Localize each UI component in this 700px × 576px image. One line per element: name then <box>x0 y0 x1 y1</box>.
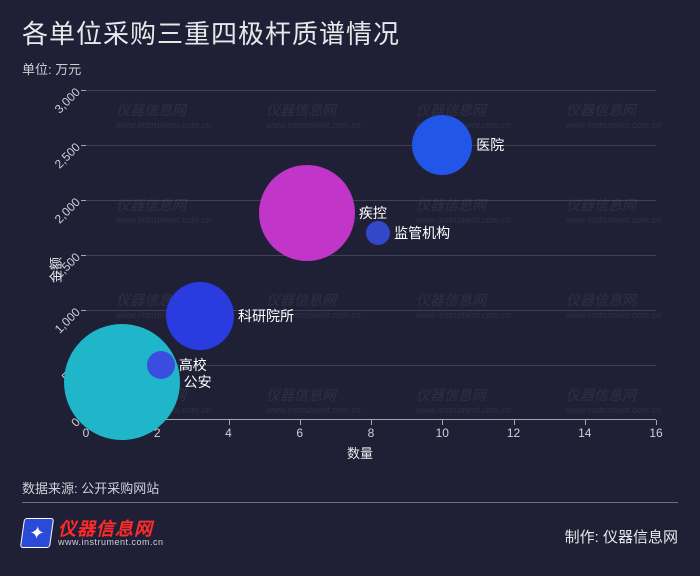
logo-text-cn: 仪器信息网 <box>58 520 164 538</box>
logo-mark-icon: ✦ <box>20 518 54 548</box>
watermark: 仪器信息网www.instrument.com.cn <box>266 100 361 130</box>
x-tick-label: 4 <box>225 426 232 440</box>
y-tick-label: 2,000 <box>52 195 83 226</box>
x-tick <box>656 420 657 425</box>
watermark: 仪器信息网www.instrument.com.cn <box>266 385 361 415</box>
y-tick <box>81 310 86 311</box>
bubble-label: 医院 <box>476 135 504 155</box>
x-tick <box>585 420 586 425</box>
watermark: 仪器信息网www.instrument.com.cn <box>416 290 511 320</box>
watermark: 仪器信息网www.instrument.com.cn <box>566 290 661 320</box>
x-tick-label: 16 <box>649 426 662 440</box>
x-tick <box>442 420 443 425</box>
watermark: 仪器信息网www.instrument.com.cn <box>566 100 661 130</box>
y-tick <box>81 90 86 91</box>
y-tick <box>81 255 86 256</box>
bubble-point <box>147 351 175 379</box>
bubble-point <box>366 221 390 245</box>
bubble-label: 疾控 <box>359 203 387 223</box>
data-source: 数据来源: 公开采购网站 <box>22 478 159 497</box>
watermark: 仪器信息网www.instrument.com.cn <box>116 100 211 130</box>
y-tick-label: 3,000 <box>52 85 83 116</box>
bubble-point <box>259 165 355 261</box>
x-tick-label: 6 <box>296 426 303 440</box>
footer-divider <box>22 502 678 503</box>
bubble-label: 高校 <box>179 355 207 375</box>
bubble-point <box>166 282 234 350</box>
x-tick <box>371 420 372 425</box>
x-tick-label: 14 <box>578 426 591 440</box>
bubble-label: 科研院所 <box>238 306 294 326</box>
watermark: 仪器信息网www.instrument.com.cn <box>566 385 661 415</box>
credit-text: 制作: 仪器信息网 <box>565 526 678 547</box>
x-tick <box>514 420 515 425</box>
x-tick-label: 8 <box>368 426 375 440</box>
gridline <box>86 255 656 256</box>
plot-area: 05001,0001,5002,0002,5003,00002468101214… <box>86 90 656 420</box>
x-tick-label: 12 <box>507 426 520 440</box>
page-title: 各单位采购三重四极杆质谱情况 <box>0 0 700 51</box>
x-tick <box>300 420 301 425</box>
watermark: 仪器信息网www.instrument.com.cn <box>416 385 511 415</box>
y-tick-label: 1,000 <box>52 305 83 336</box>
y-tick <box>81 200 86 201</box>
gridline <box>86 145 656 146</box>
y-tick-label: 2,500 <box>52 140 83 171</box>
gridline <box>86 200 656 201</box>
logo-text-en: www.instrument.com.cn <box>58 538 164 547</box>
x-tick-label: 10 <box>436 426 449 440</box>
bubble-point <box>412 115 472 175</box>
x-axis-label: 数量 <box>347 443 373 462</box>
bubble-point <box>64 324 180 440</box>
site-logo: ✦ 仪器信息网 www.instrument.com.cn <box>22 518 164 548</box>
bubble-chart: 金额 05001,0001,5002,0002,5003,00002468101… <box>40 80 680 460</box>
footer: ✦ 仪器信息网 www.instrument.com.cn 制作: 仪器信息网 <box>22 512 678 560</box>
y-tick <box>81 145 86 146</box>
gridline <box>86 90 656 91</box>
unit-subtitle: 单位: 万元 <box>0 51 700 78</box>
x-tick <box>229 420 230 425</box>
bubble-label: 监管机构 <box>394 223 450 243</box>
y-tick-label: 1,500 <box>52 250 83 281</box>
